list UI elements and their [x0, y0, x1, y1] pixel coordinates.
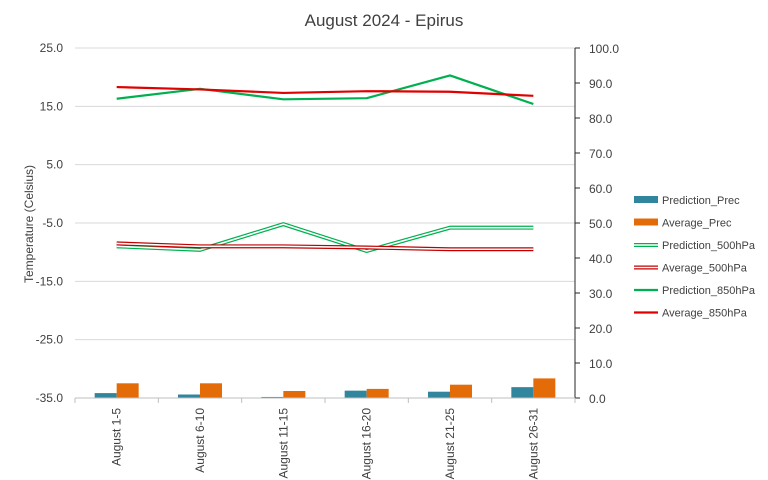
y-axis-left-title: Temperature (Celsius) — [22, 165, 36, 283]
x-category-label: August 11-15 — [276, 408, 290, 479]
x-category-label: August 26-31 — [526, 408, 540, 480]
bar-prediction-prec — [178, 394, 200, 398]
x-category-label: August 21-25 — [443, 408, 457, 480]
line-prediction-850hpa — [116, 74, 534, 106]
y-right-tick-label: 20.0 — [589, 322, 613, 336]
y-left-tick-label: -15.0 — [36, 274, 64, 288]
y-left-tick-label: 15.0 — [40, 99, 64, 113]
bar-average-prec — [533, 378, 556, 398]
line-prediction-500hpa-inner — [116, 223, 534, 252]
bar-prediction-prec — [428, 391, 450, 398]
y-right-tick-label: 60.0 — [589, 182, 613, 196]
bar-prediction-prec — [511, 387, 534, 398]
legend-prediction-prec-label: Prediction_Prec — [662, 195, 740, 207]
bar-prediction-prec — [94, 393, 117, 398]
y-left-tick-label: -5.0 — [42, 216, 63, 230]
legend-prediction-850hpa-label: Prediction_850hPa — [662, 285, 756, 297]
bar-prediction-prec — [344, 390, 367, 398]
y-right-tick-label: 100.0 — [589, 42, 619, 56]
legend-average-500hpa-label: Average_500hPa — [662, 263, 748, 275]
y-right-tick-label: 50.0 — [589, 217, 613, 231]
legend: Prediction_Prec Average_Prec Prediction_50… — [634, 195, 756, 320]
line-average-500hpa-inner — [116, 242, 534, 251]
bar-average-prec — [450, 384, 472, 398]
y-right-tick-label: 0.0 — [589, 392, 606, 406]
x-category-label: August 16-20 — [360, 408, 374, 480]
x-category-label: August 6-10 — [193, 408, 207, 473]
y-left-tick-label: -35.0 — [36, 391, 64, 405]
legend-average-prec-swatch — [634, 218, 658, 226]
gridlines — [75, 47, 575, 399]
bar-average-prec — [283, 391, 306, 398]
y-left-tick-label: 5.0 — [46, 158, 63, 172]
axes-group: 25.0 15.0 5.0 -5.0 -15.0 -25.0 -35.0 100.0 90.0 8… — [36, 41, 620, 479]
y-left-tick-label: 25.0 — [40, 41, 64, 55]
legend-prediction-500hpa-label: Prediction_500hPa — [662, 240, 756, 252]
bars-group — [94, 378, 556, 398]
bar-average-prec — [200, 383, 222, 398]
y-right-tick-label: 90.0 — [589, 77, 613, 91]
line-average-850hpa — [116, 85, 534, 97]
y-left-tick-label: -25.0 — [36, 333, 64, 347]
legend-average-850hpa-label: Average_850hPa — [662, 308, 748, 320]
y-right-tick-label: 30.0 — [589, 287, 613, 301]
legend-prediction-prec-swatch — [634, 196, 658, 203]
bar-average-prec — [366, 388, 389, 398]
lines-group — [116, 74, 534, 253]
y-right-tick-label: 70.0 — [589, 147, 613, 161]
chart-title: August 2024 - Epirus — [305, 11, 464, 30]
bar-prediction-prec — [261, 396, 284, 398]
legend-average-prec-label: Average_Prec — [662, 218, 732, 230]
x-category-label: August 1-5 — [110, 408, 124, 466]
y-right-tick-label: 10.0 — [589, 357, 613, 371]
y-right-tick-label: 40.0 — [589, 252, 613, 266]
y-right-tick-label: 80.0 — [589, 112, 613, 126]
bar-average-prec — [116, 383, 139, 398]
